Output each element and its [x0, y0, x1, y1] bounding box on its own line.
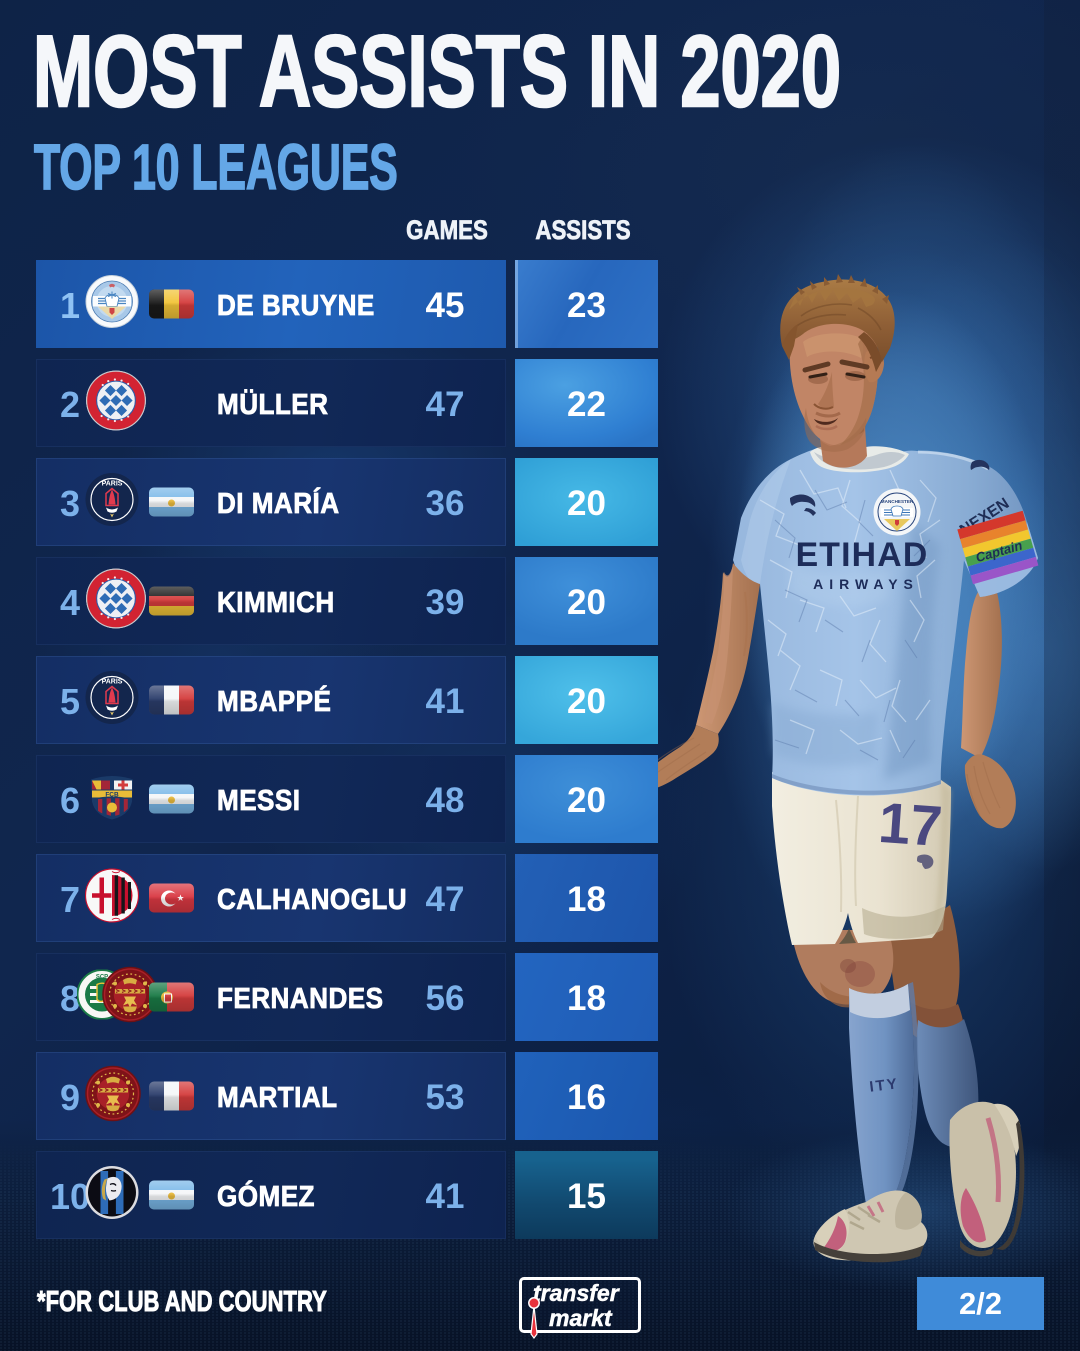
svg-text:17: 17: [877, 791, 945, 859]
svg-text:PARIS: PARIS: [102, 481, 123, 488]
svg-text:ETIHAD: ETIHAD: [796, 536, 929, 574]
svg-text:AIRWAYS: AIRWAYS: [813, 576, 919, 592]
svg-text:ITY: ITY: [869, 1075, 900, 1095]
svg-text:SCP: SCP: [96, 975, 108, 981]
svg-text:PARIS: PARIS: [102, 679, 123, 686]
svg-text:MANCHESTER: MANCHESTER: [881, 499, 914, 504]
svg-text:FCB: FCB: [105, 792, 119, 799]
